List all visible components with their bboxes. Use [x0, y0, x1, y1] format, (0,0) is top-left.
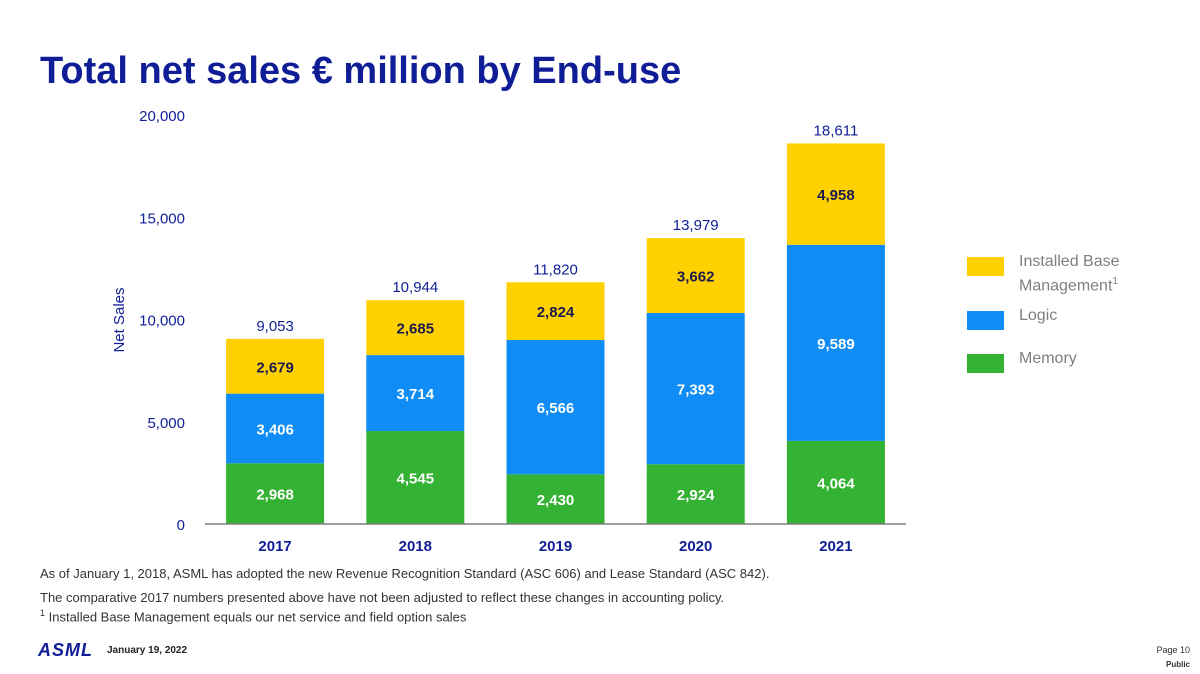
note-accounting-standard: As of January 1, 2018, ASML has adopted …	[40, 566, 770, 581]
data-label-installed-base-management-2020: 3,662	[677, 269, 715, 286]
data-label-installed-base-management-2019: 2,824	[537, 304, 575, 321]
x-tick-label: 2017	[258, 538, 291, 555]
data-label-logic-2021: 9,589	[817, 336, 855, 353]
total-label-2021: 18,611	[814, 122, 859, 139]
total-label-2019: 11,820	[533, 261, 578, 278]
data-label-memory-2020: 2,924	[677, 487, 715, 504]
legend-swatch-memory	[967, 354, 1004, 373]
data-label-installed-base-management-2018: 2,685	[397, 321, 435, 338]
y-tick-label: 10,000	[139, 313, 185, 330]
data-label-logic-2019: 6,566	[537, 400, 575, 417]
x-tick-label: 2018	[399, 538, 432, 555]
legend-swatch-installed-base	[967, 257, 1004, 276]
asml-logo: ASML	[38, 640, 93, 660]
bar-installed-base-management-2020	[646, 238, 745, 314]
data-label-memory-2019: 2,430	[537, 492, 575, 509]
bar-logic-2019	[506, 340, 605, 475]
total-label-2018: 10,944	[392, 279, 438, 296]
page-number: Page 10	[1156, 645, 1190, 655]
data-label-memory-2017: 2,968	[256, 487, 294, 504]
x-tick-label: 2021	[819, 538, 852, 555]
y-tick-label: 0	[177, 517, 185, 534]
bar-logic-2017	[226, 393, 325, 464]
y-tick-label: 20,000	[139, 108, 185, 125]
legend-item-installed-base: Installed Base Management1	[967, 252, 1159, 296]
bar-memory-2021	[786, 440, 885, 524]
bar-installed-base-management-2019	[506, 282, 605, 341]
data-label-installed-base-management-2017: 2,679	[256, 359, 294, 376]
x-tick-label: 2019	[539, 538, 572, 555]
data-label-installed-base-management-2021: 4,958	[817, 187, 855, 204]
data-label-logic-2018: 3,714	[397, 386, 435, 403]
bar-installed-base-management-2018	[366, 300, 465, 356]
footnote-installed-base: 1 Installed Base Management equals our n…	[40, 608, 467, 625]
legend-label-logic: Logic	[1019, 307, 1058, 324]
data-label-memory-2021: 4,064	[817, 475, 855, 492]
total-label-2017: 9,053	[256, 318, 294, 335]
bar-installed-base-management-2017	[226, 338, 325, 394]
legend-label-installed-base: Installed Base Management1	[1019, 253, 1120, 295]
footer-date: January 19, 2022	[107, 645, 188, 656]
data-label-logic-2020: 7,393	[677, 382, 715, 399]
bar-logic-2021	[786, 244, 885, 441]
x-tick-label: 2020	[679, 538, 712, 555]
data-label-memory-2018: 4,545	[397, 471, 435, 488]
legend-label-memory: Memory	[1019, 350, 1077, 367]
legend-item-memory: Memory	[967, 349, 1159, 373]
y-axis-label: Net Sales	[111, 287, 128, 352]
bar-memory-2019	[506, 474, 605, 524]
y-tick-label: 5,000	[147, 415, 185, 432]
note-comparative-2017: The comparative 2017 numbers presented a…	[40, 590, 725, 605]
bar-memory-2020	[646, 464, 745, 524]
page-title: Total net sales € million by End-use	[40, 50, 682, 92]
y-tick-label: 15,000	[139, 210, 185, 227]
legend-item-logic: Logic	[967, 306, 1159, 330]
data-label-logic-2017: 3,406	[256, 421, 294, 438]
bar-logic-2018	[366, 355, 465, 432]
bar-memory-2017	[226, 463, 325, 524]
total-label-2020: 13,979	[673, 217, 719, 234]
bar-installed-base-management-2021	[786, 143, 885, 245]
bar-memory-2018	[366, 431, 465, 524]
legend-swatch-logic	[967, 311, 1004, 330]
bar-logic-2020	[646, 313, 745, 465]
classification-label: Public	[1165, 660, 1190, 669]
